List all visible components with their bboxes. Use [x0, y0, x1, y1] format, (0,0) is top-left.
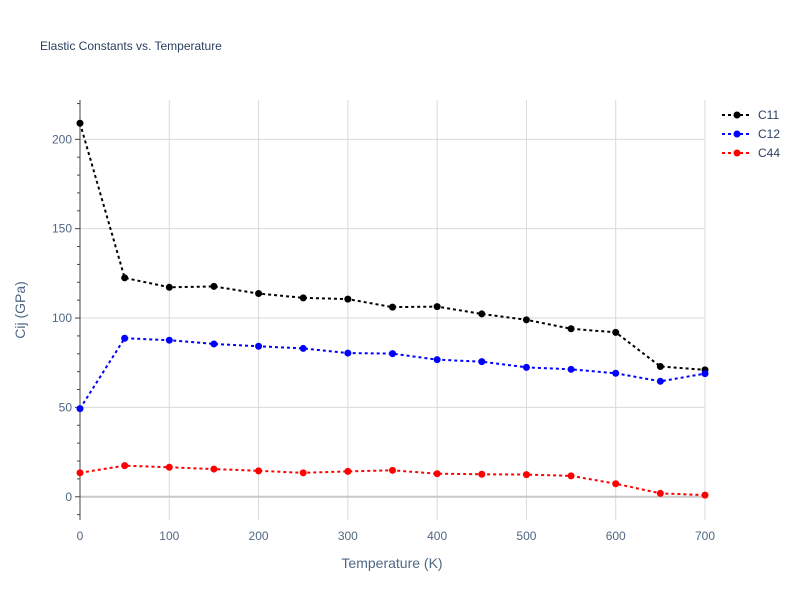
gridlines: [80, 100, 706, 520]
data-point-c44: [165, 463, 173, 471]
data-point-c12: [389, 350, 396, 358]
chart-title: Elastic Constants vs. Temperature: [40, 39, 222, 53]
data-point-c11: [165, 283, 173, 291]
data-point-c44: [701, 491, 709, 499]
data-point-c12: [210, 340, 218, 348]
data-point-c11: [210, 282, 218, 290]
series-line-c12: [79, 337, 706, 410]
data-point-c44: [433, 470, 441, 478]
data-point-c12: [522, 363, 530, 371]
data-point-c12: [344, 349, 352, 357]
data-point-c11: [433, 303, 441, 311]
data-point-c12: [165, 336, 173, 344]
x-tick-label: 500: [516, 529, 536, 543]
x-tick-label: 700: [695, 529, 715, 543]
data-point-c11: [121, 274, 129, 282]
data-point-c11: [389, 303, 396, 311]
data-point-c44: [567, 472, 575, 480]
x-tick-label: 300: [338, 529, 358, 543]
data-point-c44: [255, 467, 263, 475]
data-point-c12: [76, 405, 84, 413]
x-tick-label: 400: [427, 529, 447, 543]
legend-label-c11: C11: [758, 108, 779, 122]
data-point-c11: [76, 119, 84, 127]
data-point-c44: [612, 480, 620, 488]
data-point-c44: [210, 465, 218, 473]
y-axis-title: Cij (GPa): [12, 281, 28, 339]
series-layer: [76, 119, 709, 499]
legend: C11 C12 C44: [722, 108, 780, 160]
data-point-c12: [567, 365, 575, 373]
data-point-c44: [656, 489, 664, 497]
data-point-c11: [299, 294, 307, 302]
data-point-c11: [612, 328, 620, 336]
axes: 0 100 200 300 400 500 600 700 0 50 100 150 200: [52, 100, 715, 543]
data-point-c44: [344, 467, 352, 475]
series-line-c11: [79, 122, 706, 371]
legend-label-c12: C12: [758, 127, 780, 141]
y-tick-label: 0: [65, 490, 72, 504]
x-tick-label: 600: [606, 529, 626, 543]
data-point-c12: [121, 334, 129, 342]
legend-marker-c44: [733, 149, 741, 157]
y-tick-label: 150: [52, 222, 72, 236]
data-point-c44: [76, 469, 84, 477]
data-point-c11: [255, 290, 263, 298]
data-point-c11: [656, 362, 664, 370]
data-point-c44: [478, 470, 486, 478]
legend-marker-c11: [733, 111, 741, 119]
y-tick-label: 200: [52, 132, 72, 146]
data-point-c12: [478, 358, 486, 366]
data-point-c12: [433, 356, 441, 364]
data-point-c44: [299, 469, 307, 477]
data-point-c11: [522, 316, 530, 324]
data-point-c12: [255, 342, 263, 350]
data-point-c11: [567, 325, 575, 333]
data-point-c12: [701, 370, 709, 378]
data-point-c12: [299, 344, 307, 352]
y-tick-label: 50: [59, 400, 73, 414]
data-point-c11: [344, 295, 352, 303]
y-tick-label: 100: [52, 311, 72, 325]
x-axis-title: Temperature (K): [341, 555, 442, 571]
legend-marker-c12: [733, 130, 741, 138]
data-point-c11: [478, 310, 486, 318]
x-tick-label: 0: [77, 529, 84, 543]
data-point-c12: [612, 369, 620, 377]
x-tick-label: 200: [249, 529, 269, 543]
data-point-c44: [389, 466, 396, 474]
legend-label-c44: C44: [758, 146, 780, 160]
data-point-c12: [656, 377, 664, 385]
data-point-c44: [522, 471, 530, 479]
data-point-c44: [121, 462, 129, 470]
x-tick-label: 100: [159, 529, 179, 543]
